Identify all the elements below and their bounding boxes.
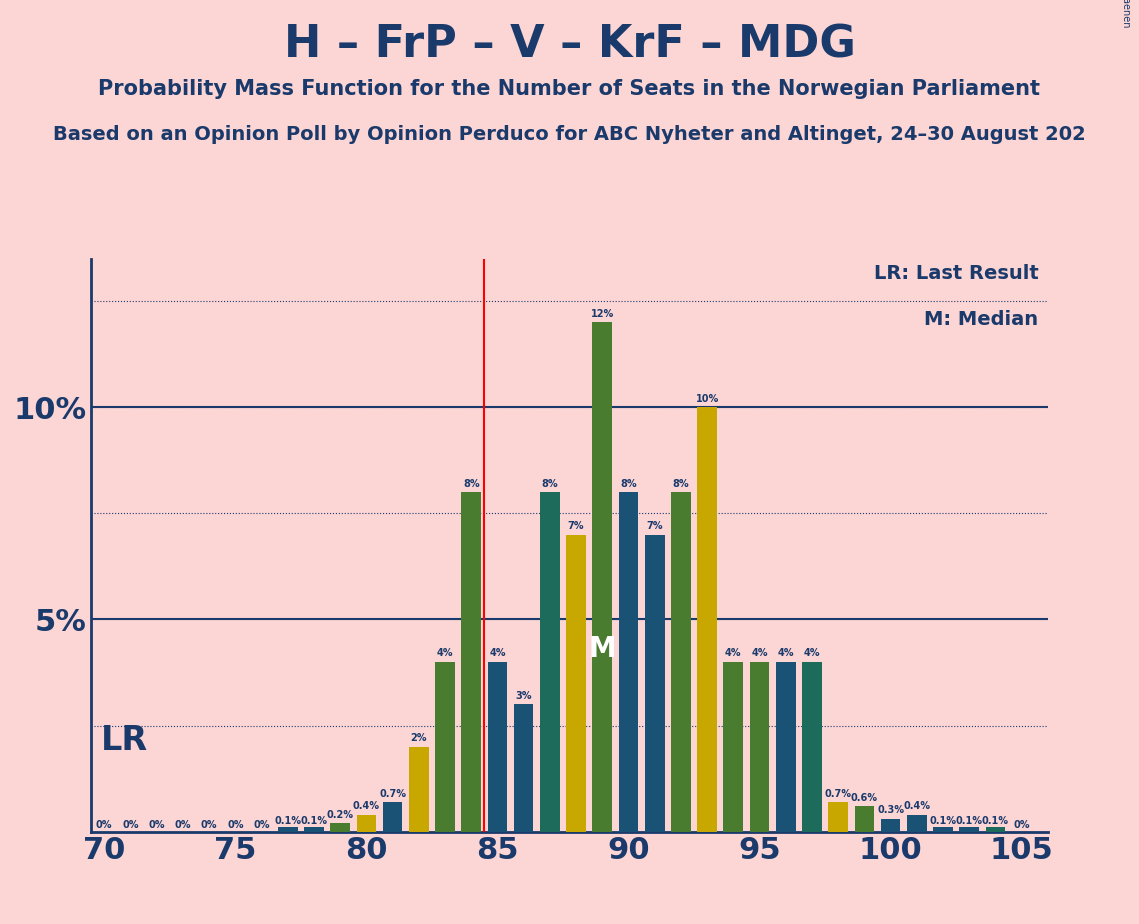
- Bar: [854, 806, 875, 832]
- Text: M: M: [589, 635, 616, 663]
- Bar: [592, 322, 612, 832]
- Text: 0%: 0%: [122, 821, 139, 831]
- Text: 0.3%: 0.3%: [877, 806, 904, 816]
- Text: 0%: 0%: [96, 821, 113, 831]
- Text: Based on an Opinion Poll by Opinion Perduco for ABC Nyheter and Altinget, 24–30 : Based on an Opinion Poll by Opinion Perd…: [54, 125, 1085, 144]
- Text: 0.7%: 0.7%: [825, 788, 852, 798]
- Text: 0.2%: 0.2%: [327, 809, 353, 820]
- Bar: [880, 819, 901, 832]
- Text: 0.7%: 0.7%: [379, 788, 407, 798]
- Text: 4%: 4%: [489, 649, 506, 659]
- Bar: [959, 827, 980, 832]
- Text: 7%: 7%: [647, 521, 663, 531]
- Text: 0.1%: 0.1%: [929, 816, 957, 826]
- Bar: [461, 492, 481, 832]
- Text: 2%: 2%: [410, 734, 427, 743]
- Bar: [828, 802, 849, 832]
- Text: 8%: 8%: [620, 479, 637, 489]
- Bar: [723, 662, 743, 832]
- Bar: [409, 747, 428, 832]
- Bar: [330, 823, 350, 832]
- Text: 8%: 8%: [673, 479, 689, 489]
- Text: 4%: 4%: [726, 649, 741, 659]
- Text: 0.1%: 0.1%: [956, 816, 983, 826]
- Bar: [435, 662, 454, 832]
- Text: Probability Mass Function for the Number of Seats in the Norwegian Parliament: Probability Mass Function for the Number…: [98, 79, 1041, 99]
- Text: 7%: 7%: [568, 521, 584, 531]
- Bar: [802, 662, 822, 832]
- Text: 0.1%: 0.1%: [274, 816, 301, 826]
- Text: 10%: 10%: [696, 394, 719, 404]
- Text: 0%: 0%: [227, 821, 244, 831]
- Bar: [304, 827, 323, 832]
- Text: 4%: 4%: [752, 649, 768, 659]
- Text: LR: LR: [100, 724, 148, 757]
- Text: 0.4%: 0.4%: [353, 801, 379, 811]
- Text: LR: Last Result: LR: Last Result: [874, 264, 1039, 284]
- Bar: [776, 662, 795, 832]
- Text: 0.6%: 0.6%: [851, 793, 878, 803]
- Text: 4%: 4%: [436, 649, 453, 659]
- Bar: [645, 535, 664, 832]
- Text: 0%: 0%: [148, 821, 165, 831]
- Bar: [357, 815, 376, 832]
- Text: M: Median: M: Median: [924, 310, 1039, 329]
- Bar: [540, 492, 559, 832]
- Text: 8%: 8%: [462, 479, 480, 489]
- Bar: [933, 827, 953, 832]
- Text: H – FrP – V – KrF – MDG: H – FrP – V – KrF – MDG: [284, 23, 855, 67]
- Bar: [566, 535, 585, 832]
- Text: 4%: 4%: [804, 649, 820, 659]
- Bar: [985, 827, 1006, 832]
- Text: 0%: 0%: [174, 821, 191, 831]
- Bar: [618, 492, 638, 832]
- Bar: [749, 662, 769, 832]
- Text: 0.4%: 0.4%: [903, 801, 931, 811]
- Bar: [514, 704, 533, 832]
- Bar: [697, 407, 716, 832]
- Text: 0.1%: 0.1%: [982, 816, 1009, 826]
- Text: 4%: 4%: [778, 649, 794, 659]
- Bar: [487, 662, 507, 832]
- Text: 0%: 0%: [200, 821, 218, 831]
- Text: © 2025 Filip van Laenen: © 2025 Filip van Laenen: [1121, 0, 1131, 28]
- Text: 8%: 8%: [541, 479, 558, 489]
- Text: 0%: 0%: [253, 821, 270, 831]
- Text: 0%: 0%: [1014, 821, 1030, 831]
- Bar: [383, 802, 402, 832]
- Bar: [278, 827, 297, 832]
- Bar: [907, 815, 927, 832]
- Text: 3%: 3%: [515, 691, 532, 701]
- Text: 0.1%: 0.1%: [301, 816, 327, 826]
- Text: 12%: 12%: [591, 309, 614, 319]
- Bar: [671, 492, 690, 832]
